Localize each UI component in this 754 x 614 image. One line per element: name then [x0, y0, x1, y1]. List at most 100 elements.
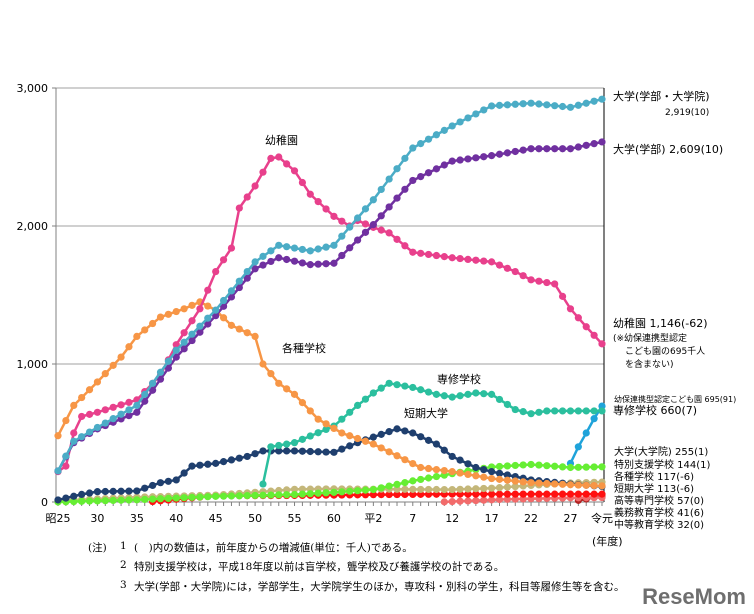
data-point [267, 257, 275, 266]
data-point [464, 255, 472, 263]
data-point [432, 390, 441, 398]
data-point [448, 452, 456, 461]
data-point [385, 379, 393, 387]
data-point [417, 386, 425, 394]
data-point [519, 272, 527, 280]
data-point [251, 491, 259, 500]
data-point [85, 489, 94, 497]
note-2-number: 2 [120, 559, 127, 571]
annotation-kindergarten: 幼稚園 [265, 134, 298, 147]
data-point [62, 416, 70, 425]
data-point [259, 447, 267, 455]
data-point [275, 441, 283, 450]
data-point [369, 440, 377, 448]
data-point [582, 323, 590, 331]
data-point [432, 251, 441, 260]
data-point [551, 145, 559, 153]
data-point [330, 212, 338, 220]
data-point [338, 217, 346, 225]
data-point [440, 446, 448, 454]
data-point [275, 254, 283, 262]
data-point [101, 497, 109, 505]
data-point [149, 386, 157, 394]
data-point [417, 249, 425, 257]
x-tick-label: 昭25 [46, 512, 71, 525]
data-point [393, 425, 401, 433]
data-point [361, 486, 370, 494]
data-point [519, 100, 527, 108]
data-point [488, 102, 496, 110]
data-point [306, 447, 314, 456]
data-point [464, 390, 472, 398]
end-label-kindergarten: 幼稚園 1,146(-62) [613, 317, 708, 330]
data-point [401, 185, 409, 193]
end-label-secondary-school: 中等教育学校 32(0) [614, 520, 705, 531]
data-point [306, 407, 314, 415]
data-point [511, 405, 519, 414]
data-point [566, 407, 575, 415]
data-point [417, 463, 425, 472]
data-point [125, 487, 133, 495]
data-point [251, 265, 259, 273]
data-point [590, 331, 598, 339]
data-point [125, 412, 133, 420]
data-point [582, 141, 590, 149]
data-point [125, 398, 133, 406]
data-point [283, 447, 291, 455]
data-point [298, 447, 307, 455]
x-tick-label: 30 [90, 512, 104, 525]
data-point [448, 122, 456, 130]
data-point [369, 221, 377, 229]
data-point [535, 277, 543, 285]
data-point [196, 305, 204, 313]
end-label-university-total: 大学(学部・大学院) [613, 90, 710, 103]
data-point [164, 364, 172, 372]
data-point [519, 146, 527, 154]
data-point [78, 433, 86, 441]
data-point [377, 430, 385, 438]
data-point [432, 440, 441, 448]
data-point [361, 228, 370, 236]
data-point [543, 101, 551, 109]
data-point [361, 220, 370, 228]
data-point [424, 250, 433, 259]
data-point [227, 287, 236, 295]
data-point [456, 456, 464, 464]
data-point [480, 106, 488, 114]
data-point [511, 490, 519, 498]
end-label-specialized-training: 専修学校 660(7) [613, 404, 698, 417]
data-point [156, 479, 165, 487]
data-point [251, 258, 259, 266]
series-line [57, 427, 603, 502]
x-tick-label: 40 [169, 512, 183, 525]
data-point [361, 395, 370, 403]
data-point [440, 126, 448, 134]
data-point [101, 419, 109, 427]
data-point [495, 150, 504, 158]
data-point [290, 439, 299, 447]
data-point [125, 343, 133, 351]
data-point [527, 479, 535, 487]
data-point [535, 408, 543, 416]
data-point [551, 462, 559, 470]
end-label-compulsory-school: 義務教育学校 41(6) [614, 508, 705, 519]
data-point [590, 415, 598, 423]
data-point [235, 454, 243, 462]
data-point [401, 456, 409, 464]
data-point [456, 254, 464, 263]
data-point [488, 490, 496, 498]
data-point [93, 497, 102, 505]
data-point [472, 110, 480, 118]
data-point [495, 484, 504, 492]
series-大学(学部・大学院) [54, 95, 606, 475]
data-point [424, 485, 433, 494]
data-point [346, 244, 354, 252]
data-point [314, 260, 322, 268]
data-point [598, 95, 606, 103]
end-label-junior-college: 短期大学 113(-6) [614, 484, 695, 495]
data-point [503, 490, 511, 498]
data-point [78, 393, 86, 402]
data-point [188, 336, 196, 345]
data-point [117, 487, 125, 495]
